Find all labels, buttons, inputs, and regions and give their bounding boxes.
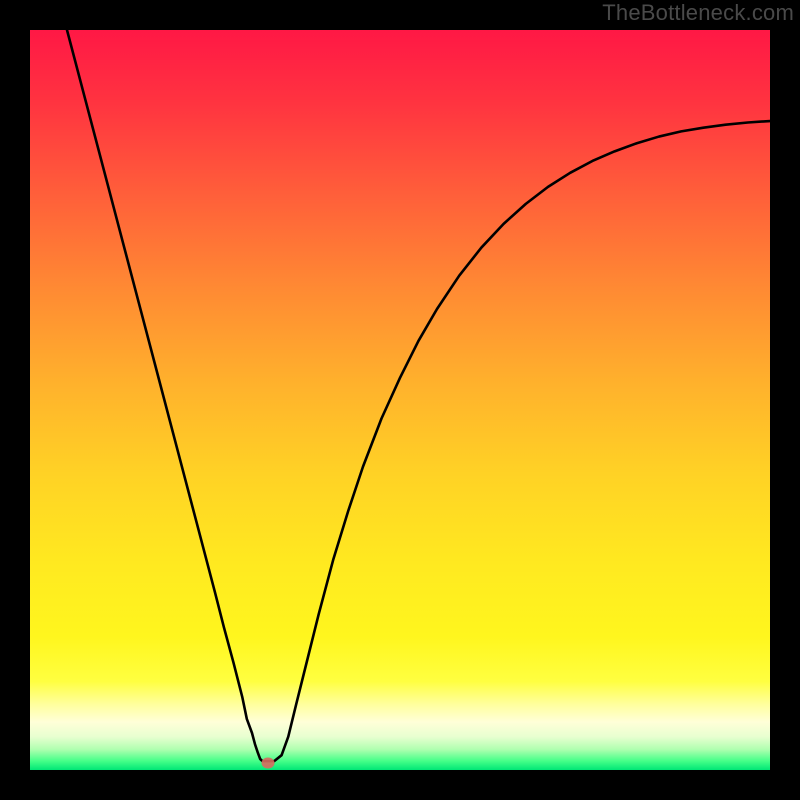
chart-root: TheBottleneck.com [0, 0, 800, 800]
optimum-marker [262, 757, 275, 768]
watermark-text: TheBottleneck.com [602, 0, 794, 26]
bottleneck-curve [67, 30, 770, 761]
curve-svg [30, 30, 770, 770]
plot-area [30, 30, 770, 770]
